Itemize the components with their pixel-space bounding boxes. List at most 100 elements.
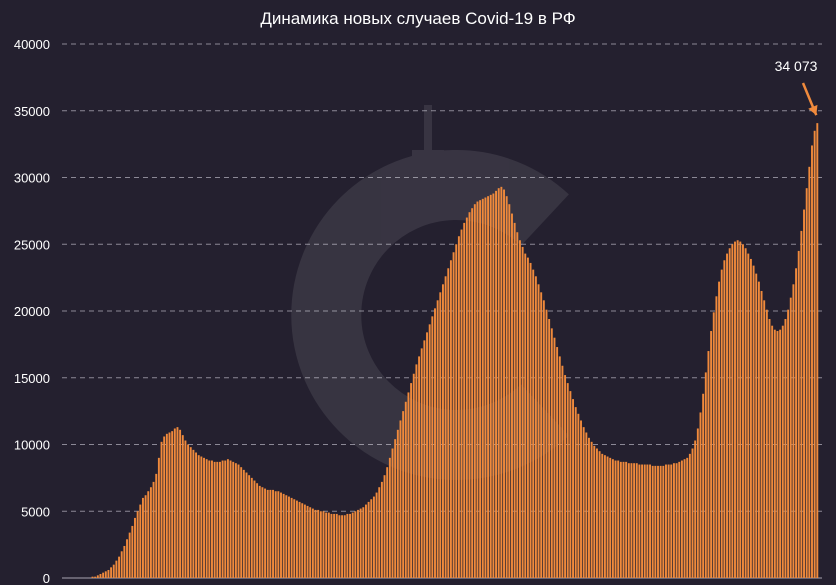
bar xyxy=(349,513,351,578)
bar xyxy=(662,465,665,578)
bar xyxy=(218,461,221,578)
bar xyxy=(335,513,338,578)
bar xyxy=(189,447,192,578)
bar xyxy=(282,493,285,578)
bar xyxy=(232,461,235,578)
bar xyxy=(237,464,240,578)
bar xyxy=(176,427,179,578)
bar xyxy=(192,449,195,578)
bar xyxy=(341,515,344,578)
bar xyxy=(595,448,598,578)
bar xyxy=(532,269,535,578)
bar xyxy=(542,300,545,578)
bar xyxy=(370,499,373,578)
y-tick-label: 5000 xyxy=(21,504,50,519)
bar xyxy=(436,300,439,578)
bar xyxy=(367,501,370,578)
bar xyxy=(792,284,795,578)
bar xyxy=(736,240,739,578)
bar xyxy=(601,453,604,578)
bar xyxy=(696,428,699,578)
bar xyxy=(704,372,707,578)
bar xyxy=(104,571,107,578)
bar xyxy=(357,509,359,578)
bar xyxy=(197,455,200,578)
bar xyxy=(479,200,482,578)
bar xyxy=(471,208,474,578)
bar xyxy=(338,515,341,578)
bar xyxy=(585,432,588,578)
bar xyxy=(391,448,394,578)
bar xyxy=(752,265,755,578)
bar xyxy=(123,545,126,578)
bar xyxy=(598,451,601,578)
bar xyxy=(617,460,620,578)
bar xyxy=(258,485,261,578)
bar xyxy=(747,253,750,578)
bar xyxy=(128,532,131,578)
bar xyxy=(691,448,694,578)
bar xyxy=(319,511,322,578)
bar xyxy=(245,472,248,578)
bar xyxy=(160,441,163,578)
bar xyxy=(773,329,776,578)
bar xyxy=(465,217,468,579)
chart-title: Динамика новых случаев Covid-19 в РФ xyxy=(260,9,576,28)
bar xyxy=(760,290,763,578)
bar xyxy=(205,459,208,578)
bar xyxy=(670,464,673,578)
bar xyxy=(590,441,593,578)
bar xyxy=(564,375,567,578)
bar xyxy=(813,130,816,578)
bar xyxy=(375,492,378,578)
bar xyxy=(412,373,415,578)
bar xyxy=(518,240,521,578)
bar xyxy=(702,393,705,578)
bar xyxy=(707,351,710,578)
bar xyxy=(149,487,152,578)
bar xyxy=(272,489,274,578)
bar xyxy=(553,337,556,578)
bar xyxy=(665,464,667,578)
bar xyxy=(457,236,460,579)
bar xyxy=(619,461,622,578)
bar xyxy=(452,252,455,578)
bar xyxy=(739,241,742,578)
bar xyxy=(651,465,654,578)
bar xyxy=(213,461,216,578)
bar xyxy=(500,186,503,578)
bar xyxy=(380,481,383,578)
bar xyxy=(455,244,458,578)
bar xyxy=(672,463,675,578)
bar xyxy=(548,319,551,578)
bar xyxy=(580,420,582,578)
bar xyxy=(317,509,320,578)
bar xyxy=(755,273,758,578)
y-tick-label: 35000 xyxy=(14,104,50,119)
bar xyxy=(224,460,227,578)
bar xyxy=(657,465,659,578)
bar xyxy=(229,460,232,578)
bar xyxy=(495,190,498,578)
bar xyxy=(550,328,553,578)
bar xyxy=(718,281,721,578)
bar xyxy=(537,284,540,578)
bar xyxy=(423,340,426,578)
bar xyxy=(309,507,312,578)
bar xyxy=(680,460,683,578)
bar xyxy=(107,569,110,578)
bar xyxy=(253,480,256,578)
bar xyxy=(712,312,715,578)
bar xyxy=(728,248,731,578)
bar xyxy=(351,512,354,578)
bar xyxy=(534,276,537,578)
bar xyxy=(426,332,428,578)
bar xyxy=(749,258,752,578)
bar xyxy=(404,401,407,578)
bar xyxy=(110,567,113,578)
bar xyxy=(242,469,245,578)
bar xyxy=(787,309,790,578)
bar xyxy=(240,467,243,578)
bar xyxy=(768,319,771,578)
